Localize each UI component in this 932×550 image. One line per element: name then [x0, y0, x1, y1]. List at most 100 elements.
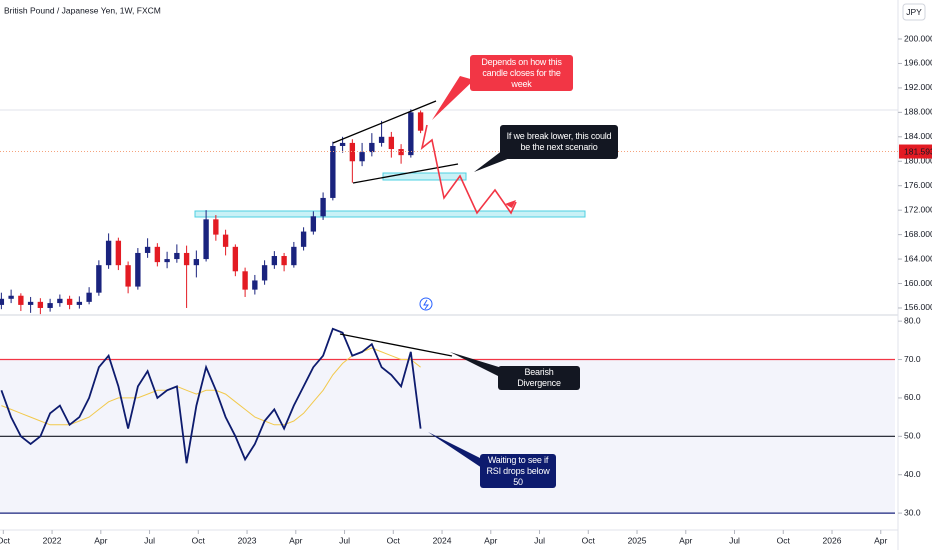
y-tick-label: 176.000	[904, 180, 932, 190]
candle-body	[193, 259, 200, 266]
last-price-label: 181.593	[904, 146, 932, 156]
currency-label: JPY	[906, 7, 922, 17]
last-price-box	[899, 144, 932, 159]
candle-body	[213, 219, 219, 235]
callout: Waiting to see if RSI drops below 50	[480, 454, 556, 488]
candle-body	[66, 298, 73, 305]
candle-body	[164, 259, 170, 263]
candle-body	[359, 152, 365, 162]
candle-body	[417, 112, 424, 131]
x-tick-label: Jul	[144, 535, 155, 545]
candle-body	[252, 280, 258, 290]
candle-body	[261, 265, 268, 281]
candle-body	[37, 301, 44, 308]
y-tick-label: 168.000	[904, 229, 932, 239]
x-tick-label: 2023	[238, 535, 257, 545]
x-tick-label: Oct	[777, 535, 791, 545]
candle-body	[8, 295, 14, 299]
candle-body	[105, 240, 112, 266]
callout: If we break lower, this could be the nex…	[500, 125, 618, 159]
candle-body	[232, 246, 239, 272]
candle-body	[271, 256, 278, 266]
support-zone	[382, 172, 467, 181]
candle-body	[57, 298, 63, 304]
y-tick-label: 156.000	[904, 302, 932, 312]
candle-body	[18, 295, 24, 305]
y-tick-label: 164.000	[904, 253, 932, 263]
candle-body	[86, 292, 92, 302]
x-tick-label: 2024	[433, 535, 452, 545]
candle-body	[369, 142, 375, 153]
x-tick-label: Apr	[484, 535, 497, 545]
candle-body	[388, 136, 395, 150]
x-tick-label: Apr	[679, 535, 692, 545]
callout-pointer	[450, 352, 502, 376]
wedge-line	[332, 100, 437, 144]
y-tick-label: 172.000	[904, 204, 932, 214]
candle-body	[242, 271, 248, 290]
candle-body	[320, 197, 326, 217]
candle-body	[203, 219, 209, 260]
candle-body	[349, 142, 356, 162]
candle-body	[222, 234, 229, 247]
x-tick-label: Jul	[729, 535, 740, 545]
candle-body	[125, 265, 131, 287]
y-tick-label: 188.000	[904, 107, 932, 117]
x-tick-label: Jul	[339, 535, 350, 545]
rsi-line	[0, 327, 422, 464]
currency-box[interactable]	[902, 3, 926, 21]
candle-body	[0, 298, 5, 305]
y-tick-label: 70.0	[904, 354, 921, 364]
candle-body	[76, 301, 83, 305]
x-tick-label: Jul	[534, 535, 545, 545]
candle-body	[281, 256, 287, 266]
candle-body	[291, 246, 297, 266]
x-tick-label: Oct	[387, 535, 401, 545]
x-tick-label: Oct	[582, 535, 596, 545]
y-tick-label: 192.000	[904, 82, 932, 92]
divergence-line	[339, 333, 453, 357]
x-tick-label: Apr	[874, 535, 887, 545]
x-tick-label: Apr	[94, 535, 107, 545]
candle-body	[174, 252, 180, 260]
x-tick-label: Oct	[192, 535, 206, 545]
arrow-head	[505, 200, 516, 208]
candle-body	[96, 265, 102, 293]
y-tick-label: 180.000	[904, 156, 932, 166]
candle-body	[154, 246, 161, 263]
wedge-line	[352, 163, 459, 184]
candle-body	[310, 216, 317, 232]
candle-body	[300, 231, 307, 247]
candle-body	[398, 149, 404, 156]
chart-title: British Pound / Japanese Yen, 1W, FXCM	[4, 5, 161, 15]
x-tick-label: Oct	[0, 535, 11, 545]
x-tick-label: 2026	[823, 535, 842, 545]
candle-body	[339, 142, 346, 146]
y-tick-label: 30.0	[904, 507, 921, 517]
event-icon[interactable]	[419, 297, 433, 311]
y-tick-label: 200.000	[904, 33, 932, 43]
x-tick-label: Apr	[289, 535, 302, 545]
callout-pointer	[428, 432, 484, 468]
candle-body	[408, 112, 414, 156]
y-tick-label: 60.0	[904, 392, 921, 402]
y-tick-label: 40.0	[904, 469, 921, 479]
event-icon-bolt	[423, 299, 429, 310]
candle-body	[378, 136, 385, 143]
candle-body	[115, 240, 122, 266]
x-tick-label: 2025	[628, 535, 647, 545]
candle-body	[135, 252, 141, 287]
callout: Bearish Divergence	[498, 366, 580, 390]
candle-body	[27, 301, 34, 305]
y-tick-label: 184.000	[904, 131, 932, 141]
candle-body	[330, 145, 336, 198]
y-tick-label: 50.0	[904, 431, 921, 441]
scenario-arrow	[420, 124, 517, 215]
candle-body	[144, 246, 151, 253]
candle-body	[183, 252, 190, 266]
y-tick-label: 196.000	[904, 58, 932, 68]
x-tick-label: 2022	[43, 535, 62, 545]
y-tick-label: 160.000	[904, 278, 932, 288]
